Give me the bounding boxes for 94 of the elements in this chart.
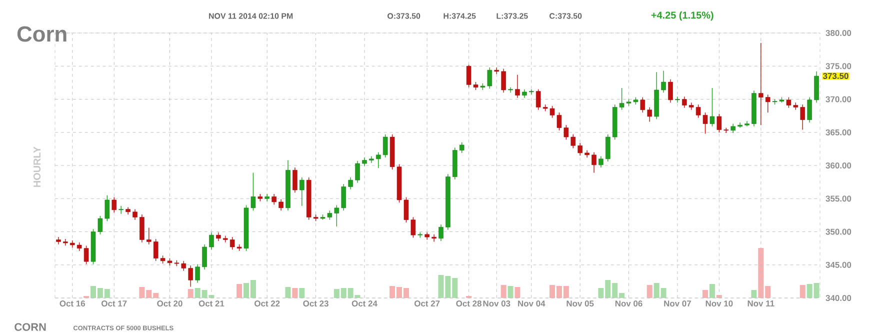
candlestick <box>369 156 374 164</box>
candlestick <box>140 214 144 243</box>
bar <box>751 290 757 298</box>
candlestick <box>536 88 541 110</box>
x-tick-label: Nov 04 <box>518 300 546 307</box>
candlestick <box>730 123 736 134</box>
candlestick <box>56 236 61 245</box>
candlestick <box>647 106 652 122</box>
candlestick <box>432 234 436 242</box>
y-tick-label: 370.00 <box>826 96 852 102</box>
candlestick <box>376 152 381 168</box>
candlestick <box>570 134 576 149</box>
y-tick-label: 345.00 <box>826 262 852 268</box>
candlestick <box>209 232 214 250</box>
bar <box>188 289 194 298</box>
candlestick <box>300 177 304 206</box>
x-tick-label: Oct 28 <box>456 300 482 307</box>
candlestick <box>592 152 596 174</box>
candlestick <box>112 196 116 213</box>
candlestick <box>508 86 513 93</box>
candlestick <box>758 42 764 126</box>
text: CORN <box>14 323 46 331</box>
candlestick <box>195 264 200 284</box>
candlestick <box>501 68 506 93</box>
candlestick <box>382 134 388 158</box>
candlestick <box>682 96 687 108</box>
bar <box>646 285 652 298</box>
text: 373.50 <box>822 73 848 79</box>
candlestick <box>515 74 520 98</box>
candlestick <box>132 208 138 220</box>
candlestick <box>278 198 284 211</box>
bar <box>702 290 708 298</box>
y-tick-label: 360.00 <box>826 162 852 169</box>
bar <box>800 285 806 298</box>
chart-title: Corn <box>17 26 66 42</box>
candlestick <box>202 244 207 270</box>
bar <box>285 287 291 298</box>
x-tick-label: Nov 10 <box>706 300 733 307</box>
candlestick <box>807 96 812 123</box>
candlestick <box>675 96 680 103</box>
y-tick-label: 340.00 <box>826 295 852 302</box>
candlestick <box>710 88 715 127</box>
x-tick-label: Oct 17 <box>102 300 127 307</box>
candlestick <box>598 156 604 168</box>
candlestick <box>668 79 673 103</box>
candlestick <box>272 194 276 205</box>
x-tick-label: Oct 24 <box>352 300 378 307</box>
candlestick <box>438 224 444 242</box>
bar <box>709 284 715 298</box>
x-tick-label: Oct 23 <box>303 300 328 307</box>
candlestick <box>716 113 722 133</box>
x-tick-label: Oct 16 <box>60 300 86 307</box>
candlestick <box>292 167 298 194</box>
candlestick <box>640 96 646 113</box>
candlestick <box>341 184 346 211</box>
candlestick <box>606 134 610 162</box>
bar <box>292 288 298 298</box>
y-tick-label: 375.00 <box>826 63 852 70</box>
candlestick <box>188 265 193 288</box>
x-tick-label: Nov 07 <box>664 300 691 307</box>
candlestick <box>765 94 770 113</box>
x-tick-label: Oct 27 <box>414 300 440 307</box>
candlestick <box>738 122 742 128</box>
bar <box>500 285 506 298</box>
candlestick <box>661 70 666 93</box>
candlestick <box>578 142 582 156</box>
candlestick <box>118 206 124 214</box>
x-tick-label: Nov 11 <box>748 300 774 306</box>
y-tick-label: 350.00 <box>826 228 852 235</box>
text: +4.25 (1.15%) <box>651 11 714 21</box>
candlestick <box>146 227 152 245</box>
candlestick <box>744 120 750 127</box>
x-tick-label: Oct 20 <box>157 300 182 307</box>
x-tick-label: Oct 22 <box>254 300 280 307</box>
candlestick <box>459 142 464 154</box>
candlestick <box>126 206 130 215</box>
candlestick <box>800 104 805 130</box>
y-tick-label: 380.00 <box>826 30 852 36</box>
y-axis-title: HOURLY <box>33 146 41 187</box>
y-tick-label: 355.00 <box>826 196 852 202</box>
x-tick-label: Oct 21 <box>198 300 224 307</box>
candlestick <box>584 150 590 158</box>
x-tick-label: Nov 06 <box>615 300 642 307</box>
candlestick <box>814 71 819 103</box>
bar <box>514 287 520 298</box>
x-tick-label: Nov 05 <box>566 300 594 307</box>
bar <box>299 288 305 298</box>
y-tick-label: 365.00 <box>826 129 852 136</box>
candlestick <box>63 238 68 246</box>
x-tick-label: Nov 03 <box>483 300 510 307</box>
bar <box>508 286 514 298</box>
candlestick <box>355 160 360 184</box>
candlestick <box>348 177 353 190</box>
bar <box>236 284 242 298</box>
